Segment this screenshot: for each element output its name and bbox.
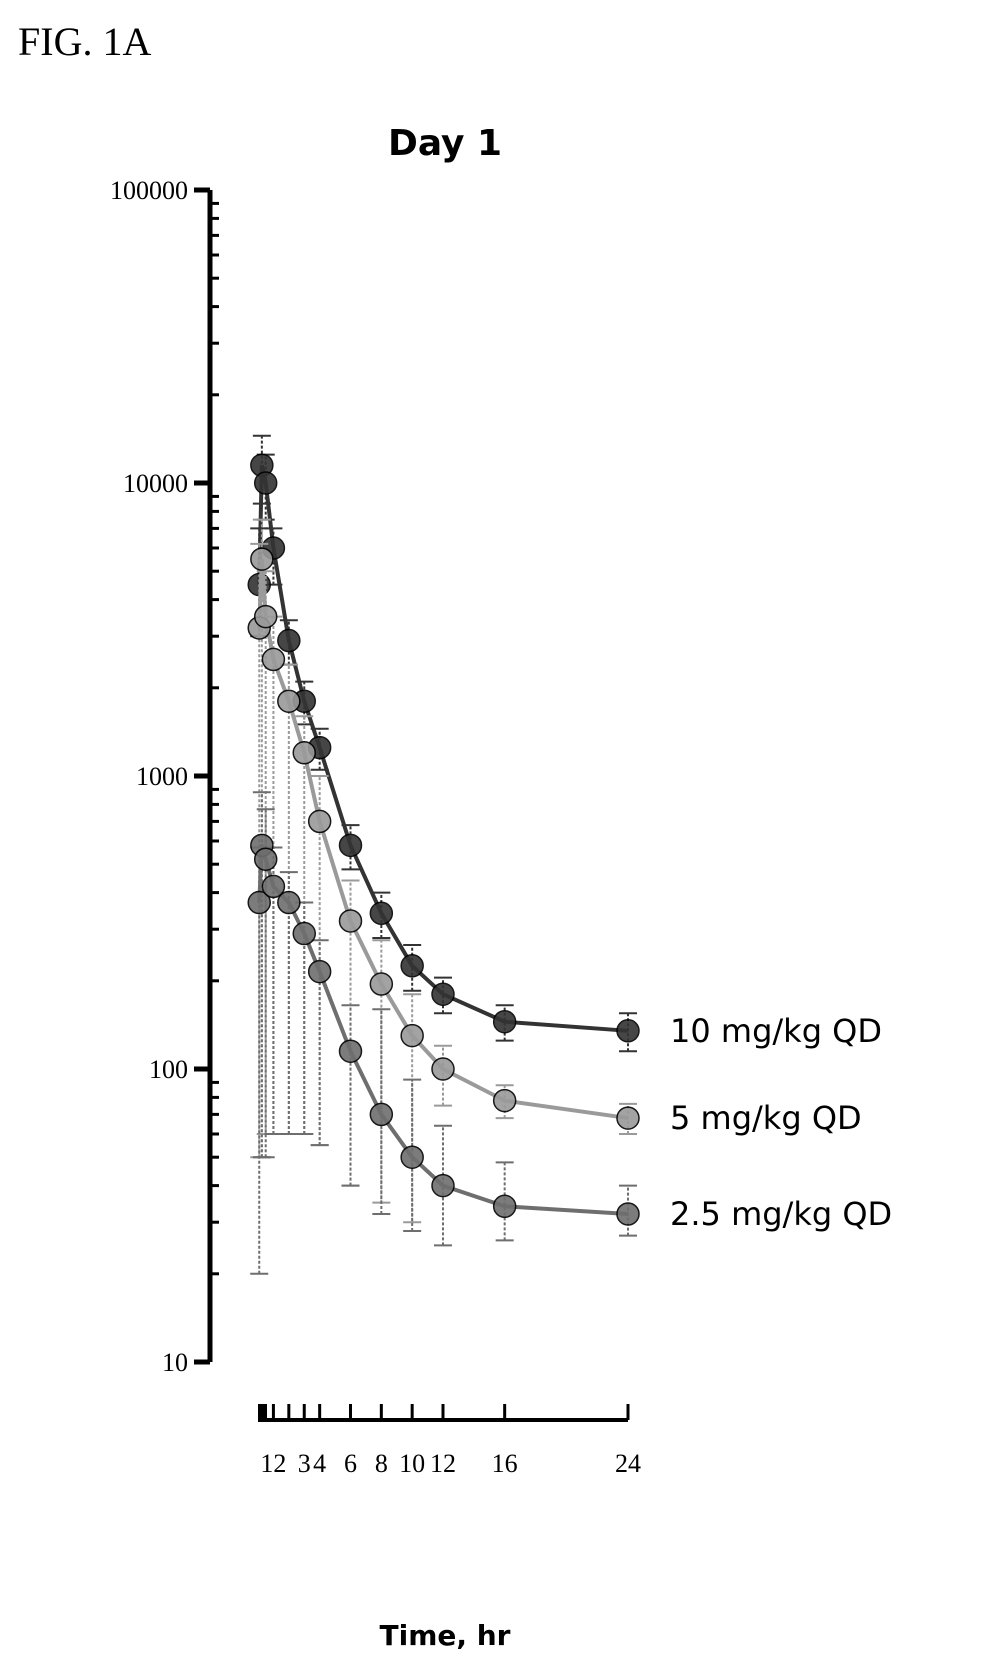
data-point [261,647,286,672]
figure-label: FIG. 1A [18,19,152,64]
data-point [431,982,455,1006]
data-point [247,890,271,915]
chart-title: Day 1 [388,123,502,164]
x-tick-label: 10 [399,1449,425,1478]
data-point [616,1106,640,1130]
y-tick-label: 10000 [123,469,188,498]
data-point [277,628,301,653]
y-axis: 10 100 1000 10000 100000 [110,176,219,1377]
data-point [492,1009,517,1034]
data-point [253,847,278,871]
data-point [369,1102,394,1127]
series-1: 10 mg/kg QD [247,434,882,1053]
series-line [257,558,629,1121]
series-2: 5 mg/kg QD [247,518,862,1224]
data-point [369,972,394,996]
x-tick-label: 12 [260,1449,286,1478]
data-point [338,1039,363,1063]
data-point [616,1019,640,1043]
y-tick-label: 100000 [110,176,188,205]
data-point [277,890,301,915]
y-tick-label: 1000 [136,762,188,791]
data-point [369,901,394,926]
data-point [292,921,316,946]
data-point [431,1057,455,1081]
x-tick-label: 4 [313,1449,326,1478]
x-tick-label: 16 [492,1449,518,1478]
data-point [492,1088,517,1113]
data-point [400,954,424,978]
x-tick-label: 12 [430,1449,456,1478]
x-axis-title: Time, hr [380,1619,511,1652]
data-point [338,909,363,933]
x-axis-early-ticks [258,1404,267,1420]
data-point [253,604,278,629]
x-tick-label: 24 [615,1449,641,1478]
data-point [250,547,274,571]
data-point [261,874,286,899]
series-label: 2.5 mg/kg QD [670,1195,892,1233]
x-tick-label: 6 [344,1449,357,1478]
data-point [492,1194,517,1219]
data-point [307,959,332,984]
series-layer: 10 mg/kg QD 5 mg/kg QD 2.5 mg/kg QD [247,434,892,1275]
data-point [338,833,363,858]
x-tick-label: 3 [298,1449,311,1478]
series-label: 10 mg/kg QD [670,1012,882,1050]
data-point [616,1202,640,1226]
x-tick-label: 8 [375,1449,388,1478]
data-point [400,1145,424,1169]
data-point [431,1173,455,1198]
series-3: 2.5 mg/kg QD [247,791,892,1275]
series-label: 5 mg/kg QD [670,1099,862,1137]
x-axis: 12 3 4 6 8 10 12 16 24 [258,1404,641,1478]
data-point [307,809,332,834]
y-tick-label: 10 [162,1348,188,1377]
data-point [253,471,278,495]
data-point [400,1023,424,1048]
y-tick-label: 100 [149,1055,188,1084]
data-point [292,741,316,765]
data-point [277,689,301,713]
